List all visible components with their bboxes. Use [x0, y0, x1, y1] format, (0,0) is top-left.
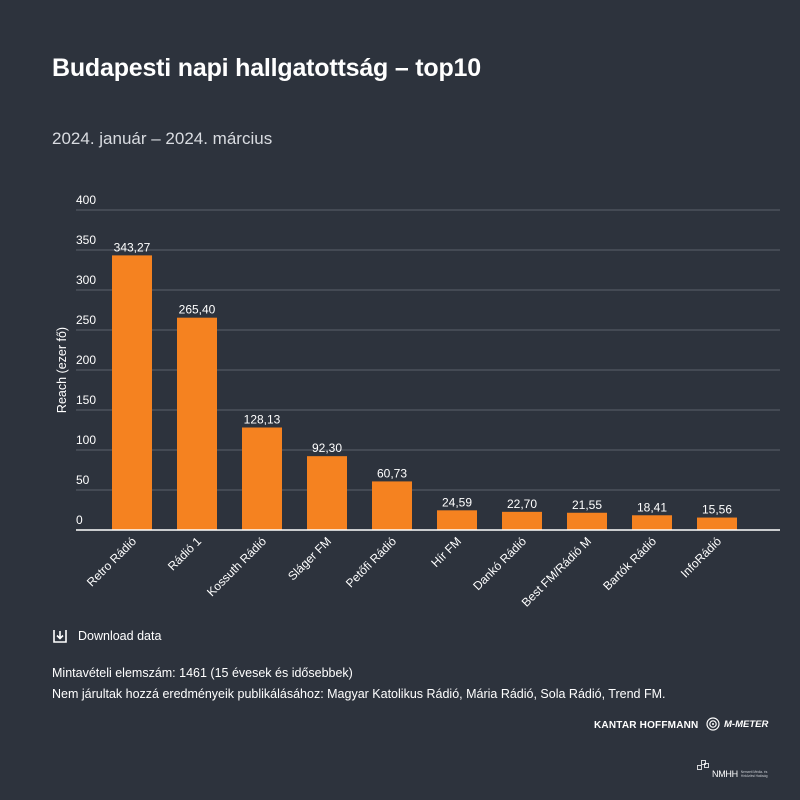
y-tick-label: 200: [76, 353, 96, 367]
download-data-button[interactable]: Download data: [52, 628, 161, 644]
kantar-hoffmann-logo: KANTAR HOFFMANN: [594, 720, 699, 731]
y-tick-label: 50: [76, 473, 90, 487]
download-icon: [53, 630, 67, 643]
bar: [502, 511, 542, 530]
x-tick-label: Bartók Rádió: [600, 534, 659, 593]
x-tick-label: Sláger FM: [285, 534, 334, 583]
x-tick-label: InfoRádió: [678, 534, 724, 580]
bar-value-label: 24,59: [442, 495, 472, 509]
nmhh-logo: NMHH Nemzeti Média- és Hírközlési Hatósá…: [697, 760, 773, 779]
y-tick-label: 400: [76, 193, 96, 207]
x-tick-label: Hír FM: [428, 534, 464, 570]
y-tick-label: 250: [76, 313, 96, 327]
bar: [437, 510, 477, 530]
bar-value-label: 15,56: [702, 503, 732, 517]
bar: [242, 427, 282, 530]
nmhh-logo-text: NMHH: [712, 769, 738, 779]
footnotes: Mintavételi elemszám: 1461 (15 évesek és…: [52, 663, 665, 705]
mmeter-logo: M-METER: [706, 717, 768, 731]
nmhh-icon: [697, 760, 709, 770]
y-tick-label: 100: [76, 433, 96, 447]
bar-value-label: 128,13: [244, 412, 281, 426]
bar: [307, 456, 347, 530]
mmeter-logo-text: M-METER: [724, 718, 769, 730]
y-axis-label: Reach (ezer fő): [55, 327, 69, 413]
bar: [372, 481, 412, 530]
y-tick-label: 0: [76, 513, 83, 527]
bar: [177, 317, 217, 530]
bar: [697, 517, 737, 530]
y-tick-label: 300: [76, 273, 96, 287]
nmhh-tagline: Nemzeti Média- és Hírközlési Hatóság: [740, 770, 768, 778]
bar-value-label: 22,70: [507, 497, 537, 511]
y-tick-label: 350: [76, 233, 96, 247]
bar: [632, 515, 672, 530]
x-tick-label: Rádió 1: [165, 534, 204, 573]
non-participants-note: Nem járultak hozzá eredményeik publikálá…: [52, 687, 666, 701]
bar-value-label: 18,41: [637, 500, 667, 514]
bar-chart: 0 50 100 150 200 250 300 350 400 343,27 Retro Rád…: [55, 193, 780, 610]
bar: [567, 512, 607, 530]
x-tick-label: Petőfi Rádió: [343, 534, 399, 590]
bar-value-label: 92,30: [312, 441, 342, 455]
x-tick-label: Retro Rádió: [84, 534, 139, 589]
sample-size-note: Mintavételi elemszám: 1461 (15 évesek és…: [52, 666, 353, 680]
x-tick-label: Dankó Rádió: [470, 534, 529, 593]
mmeter-icon: [706, 717, 720, 731]
x-tick-label: Kossuth Rádió: [204, 534, 269, 599]
bar-value-label: 343,27: [114, 240, 151, 254]
y-tick-label: 150: [76, 393, 96, 407]
chart-subtitle: 2024. január – 2024. március: [52, 129, 273, 148]
download-data-label: Download data: [78, 629, 162, 643]
bar-value-label: 60,73: [377, 466, 407, 480]
chart-title: Budapesti napi hallgatottság – top10: [52, 54, 481, 82]
bar-value-label: 265,40: [179, 303, 216, 317]
bar: [112, 255, 152, 530]
x-tick-label: Best FM/Rádió M: [519, 534, 594, 609]
bar-value-label: 21,55: [572, 498, 602, 512]
